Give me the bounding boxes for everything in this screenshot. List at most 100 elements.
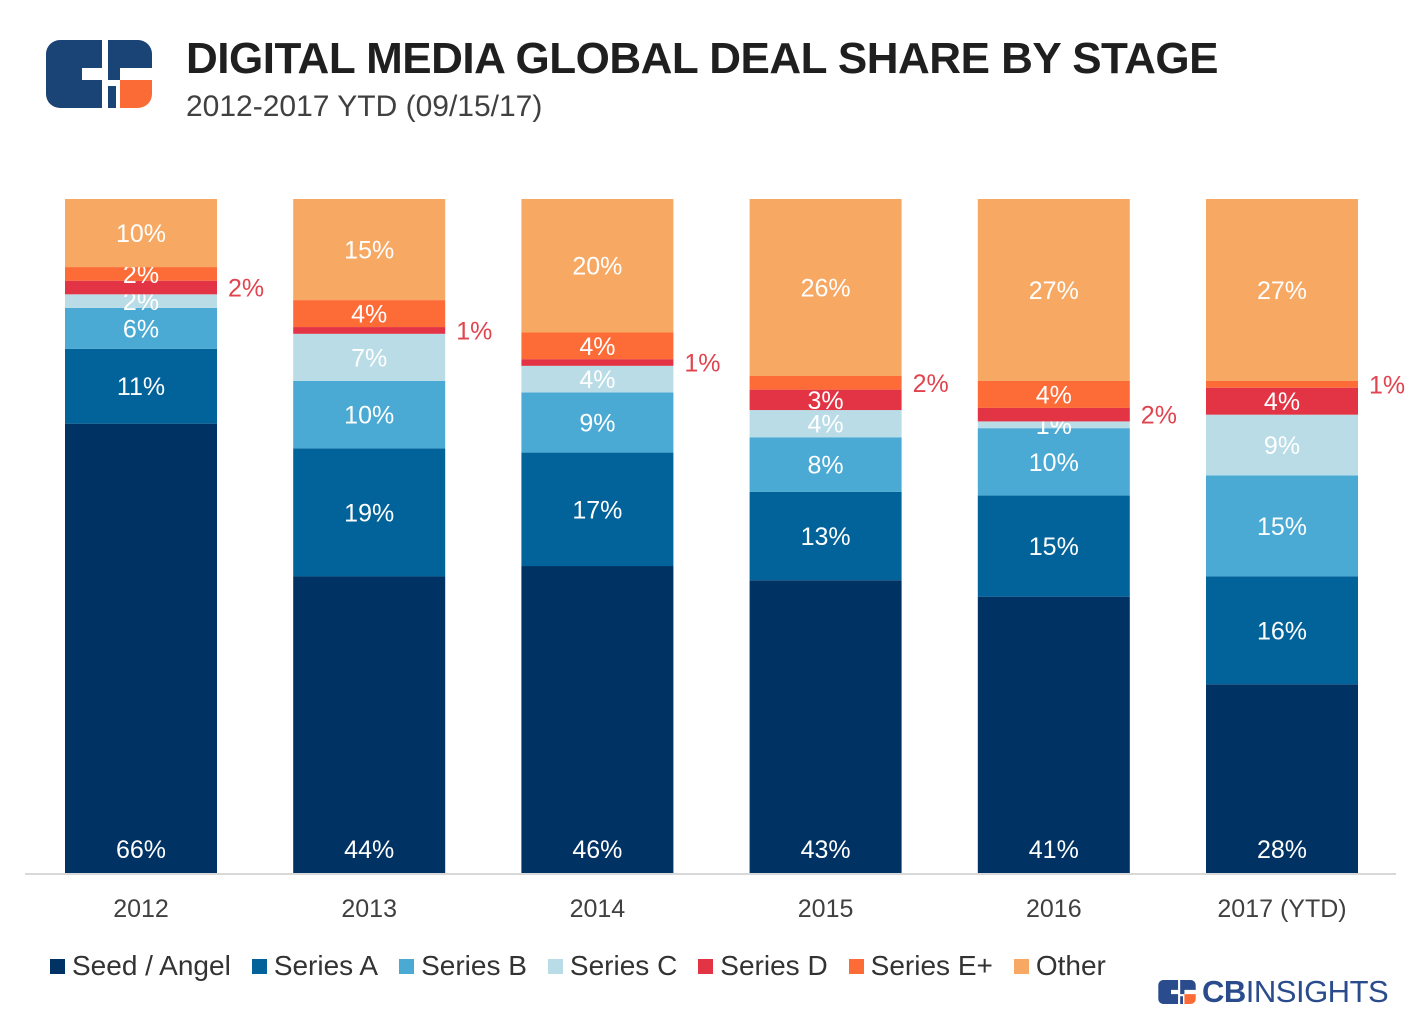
- data-label-2013-series-a: 19%: [344, 499, 394, 527]
- data-label-2014-series-c: 4%: [579, 366, 615, 394]
- data-label-2016-series-d: 2%: [1141, 402, 1177, 430]
- chart-legend: Seed / Angel Series A Series B Series C Seri…: [50, 950, 1127, 982]
- data-label-2013-series-b: 10%: [344, 402, 394, 430]
- bar-segment-2014-series-e: [521, 332, 674, 360]
- data-label-2016-seed-angel: 41%: [1029, 836, 1079, 864]
- bar-segment-2017-ytd-series-d: [1206, 387, 1358, 415]
- data-label-2017-ytd-series-d: 4%: [1264, 388, 1300, 416]
- bar-segment-2016-series-e: [977, 380, 1130, 408]
- bar-segment-2016-seed-angel: [977, 596, 1130, 873]
- bar-segment-2012-series-b: [65, 307, 217, 349]
- legend-label-series-b: Series B: [421, 950, 527, 981]
- x-tick-label-2014: 2014: [570, 895, 626, 923]
- brand-bold: CB: [1202, 974, 1246, 1009]
- logo-left-block: [46, 40, 102, 108]
- bar-segment-2013-series-d: [293, 327, 446, 334]
- data-label-2017-ytd-series-b: 15%: [1257, 513, 1307, 541]
- bar-segment-2012-series-e: [65, 267, 217, 281]
- data-label-2014-other: 20%: [572, 253, 622, 281]
- bar-segment-2017-ytd-series-a: [1206, 576, 1358, 685]
- data-label-2016-series-b: 10%: [1029, 449, 1079, 477]
- bar-segment-2015-series-a: [749, 491, 902, 581]
- legend-swatch-series-b: [399, 958, 415, 974]
- legend-item-series-a: Series A: [251, 950, 379, 982]
- cb-insights-brand: CBINSIGHTS: [1158, 974, 1389, 1010]
- data-label-2014-series-b: 9%: [579, 410, 615, 438]
- legend-swatch-series-e: [848, 958, 864, 974]
- data-label-2015-series-d: 3%: [808, 387, 844, 415]
- data-label-2017-ytd-series-a: 16%: [1257, 617, 1307, 645]
- data-label-2016-series-a: 15%: [1029, 533, 1079, 561]
- legend-swatch-series-d: [698, 958, 714, 974]
- data-label-2012-other: 10%: [116, 220, 166, 248]
- bar-segment-2016-series-d: [977, 407, 1130, 422]
- bar-segment-2014-series-c: [521, 365, 674, 393]
- data-label-2016-series-e: 4%: [1036, 381, 1072, 409]
- bar-segment-2013-series-c: [293, 333, 446, 381]
- data-label-2015-series-b: 8%: [808, 452, 844, 480]
- data-label-2017-ytd-series-c: 9%: [1264, 432, 1300, 460]
- legend-swatch-other: [1013, 958, 1029, 974]
- legend-swatch-series-a: [251, 958, 267, 974]
- data-label-2014-series-d: 1%: [684, 349, 720, 377]
- data-label-2017-ytd-seed-angel: 28%: [1257, 836, 1307, 864]
- bar-segment-2013-series-e: [293, 300, 446, 328]
- bar-segment-2017-ytd-seed-angel: [1206, 684, 1358, 873]
- data-label-2013-series-c: 7%: [351, 344, 387, 372]
- bar-segment-2012-series-c: [65, 294, 217, 308]
- legend-item-series-d: Series D: [698, 950, 828, 982]
- data-label-2013-other: 15%: [344, 237, 394, 265]
- bar-segment-2014-series-a: [521, 452, 674, 567]
- legend-label-seed-angel: Seed / Angel: [72, 950, 231, 981]
- chart-subtitle: 2012-2017 YTD (09/15/17): [186, 90, 543, 123]
- bar-segment-2017-ytd-other: [1206, 199, 1358, 381]
- data-label-2012-series-b: 6%: [123, 315, 159, 343]
- data-label-2014-series-a: 17%: [572, 496, 622, 524]
- data-label-2013-series-e: 4%: [351, 301, 387, 329]
- bar-segment-2012-series-a: [65, 348, 217, 424]
- data-label-2017-ytd-series-e: 1%: [1369, 371, 1405, 399]
- logo-top-right-block: [108, 40, 152, 80]
- brand-light: INSIGHTS: [1245, 974, 1389, 1009]
- bar-segment-2013-seed-angel: [293, 576, 446, 873]
- bar-segment-2012-series-d: [65, 280, 217, 295]
- x-tick-label-2013: 2013: [341, 895, 397, 923]
- brand-wordmark: CBINSIGHTS: [1202, 974, 1389, 1010]
- data-label-2015-seed-angel: 43%: [801, 836, 851, 864]
- bar-segment-2017-ytd-series-b: [1206, 475, 1358, 577]
- bar-segment-2012-seed-angel: [65, 423, 217, 873]
- bar-segment-2012-other: [65, 199, 217, 268]
- legend-label-series-e: Series E+: [870, 950, 993, 981]
- bar-segment-2016-other: [977, 199, 1130, 381]
- legend-label-series-a: Series A: [273, 950, 379, 981]
- bar-segment-2015-seed-angel: [749, 580, 902, 873]
- bar-segment-2015-series-c: [749, 410, 902, 438]
- bar-segment-2015-other: [749, 199, 902, 377]
- legend-label-series-c: Series C: [569, 950, 678, 981]
- data-label-2013-series-d: 1%: [456, 317, 492, 345]
- legend-item-seed-angel: Seed / Angel: [50, 950, 231, 982]
- cb-insights-logo-icon: [46, 40, 152, 108]
- legend-item-series-b: Series B: [399, 950, 527, 982]
- data-label-2012-series-d: 2%: [228, 275, 264, 303]
- logo-mid-block: [108, 86, 116, 108]
- bar-segment-2016-series-b: [977, 428, 1130, 496]
- data-label-2017-ytd-other: 27%: [1257, 277, 1307, 305]
- data-label-2013-seed-angel: 44%: [344, 836, 394, 864]
- logo-orange-block: [120, 80, 152, 108]
- legend-item-series-c: Series C: [547, 950, 678, 982]
- data-label-2012-series-a: 11%: [117, 373, 165, 401]
- data-label-2015-series-a: 13%: [801, 523, 851, 551]
- legend-label-other: Other: [1035, 950, 1106, 981]
- bar-segment-2016-series-a: [977, 495, 1130, 597]
- bar-segment-2015-series-b: [749, 437, 902, 492]
- legend-item-other: Other: [1013, 950, 1106, 982]
- cb-insights-small-logo-icon: [1158, 980, 1196, 1004]
- bar-segment-2017-ytd-series-c: [1206, 414, 1358, 476]
- data-label-2015-other: 26%: [801, 275, 851, 303]
- bar-segment-2015-series-d: [749, 389, 902, 411]
- bar-segment-2013-other: [293, 199, 446, 301]
- data-label-2015-series-c: 4%: [808, 411, 844, 439]
- x-tick-label-2015: 2015: [798, 895, 854, 923]
- x-tick-label-2016: 2016: [1026, 895, 1082, 923]
